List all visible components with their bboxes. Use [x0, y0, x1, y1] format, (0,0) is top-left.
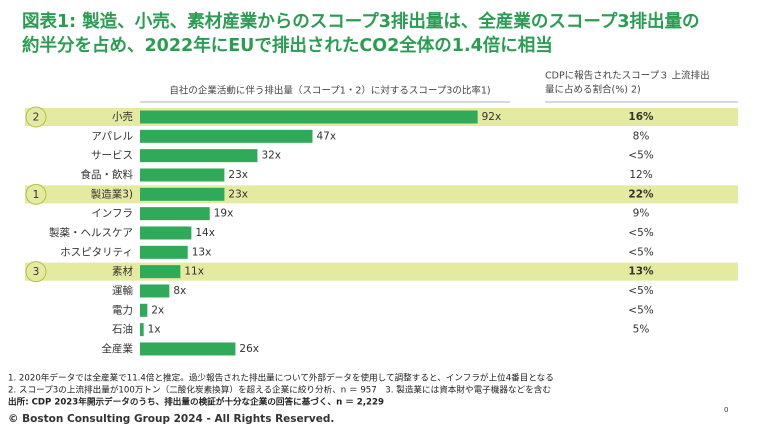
bar	[140, 342, 236, 356]
value-label: 11x	[184, 266, 204, 278]
title-line: 図表1: 製造、小売、素材産業からのスコープ3排出量は、全産業のスコープ3排出量…	[22, 11, 700, 32]
bar	[140, 149, 258, 163]
bar	[140, 265, 181, 279]
bar	[140, 129, 313, 143]
footnote: 1. 2020年データでは全産業で11.4倍と推定。過少報告された排出量について…	[8, 372, 554, 384]
category-label: 石油	[112, 323, 133, 336]
bar	[140, 207, 210, 221]
value-label: 26x	[239, 343, 259, 355]
badge	[25, 261, 47, 283]
share-label: 16%	[628, 111, 654, 123]
share-label: 8%	[633, 130, 650, 142]
share-label: 9%	[633, 208, 650, 220]
category-label: ホスピタリティ	[60, 246, 133, 258]
share-label: 13%	[628, 266, 654, 278]
footnote: 2. スコープ3の上流排出量が100万トン（二酸化炭素換算）を超える企業に絞り分…	[8, 384, 551, 396]
category-label: 製薬・ヘルスケア	[49, 226, 133, 239]
share-label: 22%	[628, 188, 654, 200]
badge	[25, 106, 47, 128]
value-label: 47x	[316, 130, 336, 142]
value-label: 2x	[151, 304, 164, 316]
share-label: 5%	[633, 324, 650, 336]
bar	[140, 323, 144, 337]
bar	[140, 187, 225, 201]
badge-label: 2	[33, 112, 40, 124]
badge	[25, 183, 47, 205]
share-label: <5%	[628, 227, 653, 239]
column-header: 自社の企業活動に伴う排出量（スコープ1・2）に対するスコープ3の比率1)	[169, 85, 490, 97]
rows: 2 1 3 小売 92x 16% アパレル 47x 8% サービス 32x <5% 食品・飲料 23x 12…	[25, 106, 738, 356]
value-label: 23x	[228, 169, 248, 181]
share-label: <5%	[628, 246, 653, 258]
value-label: 19x	[214, 208, 234, 220]
share-label: <5%	[628, 304, 653, 316]
share-label: 12%	[629, 169, 652, 181]
category-label: サービス	[91, 150, 133, 162]
copyright: © Boston Consulting Group 2024 - All Rig…	[8, 413, 334, 425]
badge-label: 1	[33, 189, 40, 201]
category-label: 全産業	[102, 342, 134, 355]
bar	[140, 245, 188, 259]
share-label: <5%	[628, 150, 653, 162]
category-label: 運輸	[112, 284, 133, 297]
category-label: 素材	[112, 265, 133, 278]
bar	[140, 303, 148, 317]
category-label: 電力	[112, 303, 133, 316]
column-header: CDPに報告されたスコープ３ 上流排出	[545, 70, 710, 82]
footnote: 出所: CDP 2023年開示データのうち、排出量の検証が十分な企業の回答に基づ…	[8, 396, 384, 408]
category-label: 食品・飲料	[81, 168, 134, 181]
bar	[140, 110, 478, 124]
column-header: 量に占める割合(%) 2)	[545, 84, 641, 96]
category-label: アパレル	[91, 130, 133, 142]
value-label: 13x	[192, 246, 212, 258]
value-label: 8x	[173, 285, 186, 297]
value-label: 14x	[195, 227, 215, 239]
category-label: インフラ	[91, 208, 133, 220]
badge-label: 3	[33, 266, 40, 278]
category-label: 小売	[112, 110, 133, 123]
category-label: 製造業3)	[91, 187, 133, 200]
share-label: <5%	[628, 285, 653, 297]
title-line: 約半分を占め、2022年にEUで排出されたCO2全体の1.4倍に相当	[22, 35, 553, 56]
value-label: 1x	[148, 324, 161, 336]
highlight-band	[25, 262, 738, 281]
page-number: 0	[724, 406, 728, 414]
value-label: 23x	[228, 188, 248, 200]
bar	[140, 284, 170, 298]
bar	[140, 226, 192, 240]
value-label: 32x	[261, 150, 281, 162]
value-label: 92x	[482, 111, 502, 123]
bar	[140, 168, 225, 182]
